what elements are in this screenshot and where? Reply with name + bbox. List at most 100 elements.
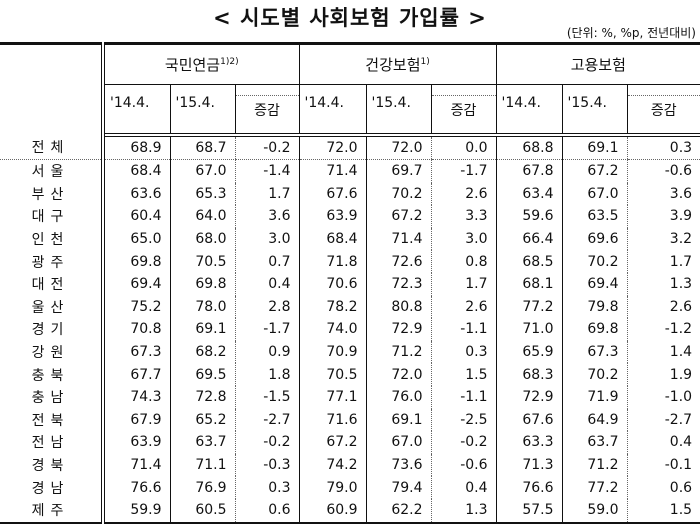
cell-value: 70.9 bbox=[299, 340, 367, 364]
cell-value: 60.4 bbox=[103, 205, 171, 228]
region-label: 전체 bbox=[0, 135, 105, 160]
table-row: 제주 59.9 60.5 0.6 60.9 62.2 1.3 57.5 59.0 1.5 bbox=[0, 498, 700, 524]
cell-value: -0.1 bbox=[626, 453, 700, 477]
cell-value: 68.0 bbox=[195, 231, 227, 248]
table-row: 광주 69.8 70.5 0.7 71.8 72.6 0.8 68.5 70.2 1.7 bbox=[0, 250, 700, 273]
table-row: 전북 67.9 65.2 -2.7 71.6 69.1 -2.5 67.6 64.9 -2.7 bbox=[0, 408, 700, 432]
group-label: 고용보험 bbox=[570, 56, 626, 74]
cell-value: 68.4 bbox=[103, 159, 171, 183]
cell-value: 70.2 bbox=[391, 185, 423, 202]
cell-value: 72.9 bbox=[496, 385, 563, 409]
cell-value: 65.0 bbox=[103, 227, 171, 251]
cell-value: 63.3 bbox=[496, 431, 563, 454]
group-label: 국민연금 bbox=[164, 56, 221, 74]
cell-value: 67.2 bbox=[299, 431, 367, 454]
cell-value: 72.0 bbox=[299, 135, 367, 160]
cell-value: 74.2 bbox=[299, 453, 367, 477]
region-label: 대전 bbox=[0, 272, 105, 296]
cell-value: 70.5 bbox=[195, 253, 227, 270]
cell-value: -1.1 bbox=[430, 385, 497, 409]
cell-value: 3.2 bbox=[626, 227, 700, 251]
page-title: < 시도별 사회보험 가입률 > bbox=[213, 6, 487, 30]
cell-value: 62.2 bbox=[366, 498, 432, 524]
cell-value: 63.4 bbox=[496, 182, 563, 206]
cell-value: 76.6 bbox=[496, 476, 563, 499]
cell-value: -1.0 bbox=[626, 385, 700, 409]
cell-value: 72.6 bbox=[391, 253, 423, 270]
cell-value: 2.6 bbox=[430, 182, 497, 206]
cell-value: 63.6 bbox=[103, 182, 171, 206]
cell-value: 67.9 bbox=[103, 408, 171, 432]
footnote-mark: 1)2) bbox=[220, 57, 239, 67]
cell-value: 79.8 bbox=[587, 298, 619, 315]
subheader-prev: '14.4. bbox=[496, 84, 563, 137]
cell-value: 77.1 bbox=[299, 385, 367, 409]
region-label: 광주 bbox=[0, 250, 105, 273]
cell-value: 71.8 bbox=[299, 250, 367, 273]
cell-value: 69.1 bbox=[391, 411, 423, 428]
table-row: 강원 67.3 68.2 0.9 70.9 71.2 0.3 65.9 67.3 1.4 bbox=[0, 340, 700, 364]
cell-value: 0.6 bbox=[234, 498, 300, 524]
subheader-change: 증감 bbox=[430, 84, 497, 137]
cell-value: 0.3 bbox=[626, 135, 700, 160]
cell-value: 60.9 bbox=[299, 498, 367, 524]
cell-value: 80.8 bbox=[391, 298, 423, 315]
cell-value: 1.7 bbox=[430, 272, 497, 296]
cell-value: 67.3 bbox=[103, 340, 171, 364]
cell-value: 74.3 bbox=[103, 385, 171, 409]
cell-value: 0.3 bbox=[430, 340, 497, 364]
cell-value: 71.4 bbox=[103, 453, 171, 477]
cell-value: 1.7 bbox=[234, 182, 300, 206]
cell-value: 68.1 bbox=[496, 272, 563, 296]
cell-value: 67.0 bbox=[587, 185, 619, 202]
cell-value: 71.2 bbox=[391, 344, 423, 361]
cell-value: 72.3 bbox=[391, 276, 423, 293]
cell-value: 60.5 bbox=[170, 498, 235, 524]
cell-value: 1.5 bbox=[626, 498, 700, 524]
subheader-change: 증감 bbox=[234, 84, 300, 137]
cell-value: 3.0 bbox=[234, 227, 300, 251]
table-row: 충남 74.3 72.8 -1.5 77.1 76.0 -1.1 72.9 71.9 -1.0 bbox=[0, 385, 700, 409]
cell-value: 69.1 bbox=[195, 321, 227, 338]
cell-value: 79.0 bbox=[299, 476, 367, 499]
region-label: 충북 bbox=[0, 363, 105, 386]
cell-value: 71.4 bbox=[391, 231, 423, 248]
cell-value: 70.2 bbox=[587, 253, 619, 270]
cell-value: -1.7 bbox=[234, 318, 300, 341]
group-header-employment: 고용보험 bbox=[496, 42, 700, 85]
cell-value: 69.8 bbox=[587, 321, 619, 338]
cell-value: 67.3 bbox=[587, 344, 619, 361]
group-header-health: 건강보험1) bbox=[299, 42, 497, 85]
cell-value: 0.0 bbox=[430, 135, 497, 160]
table-row: 부산 63.6 65.3 1.7 67.6 70.2 2.6 63.4 67.0 3.6 bbox=[0, 182, 700, 206]
cell-value: -2.5 bbox=[430, 408, 497, 432]
cell-value: 72.0 bbox=[391, 366, 423, 383]
cell-value: 66.4 bbox=[496, 227, 563, 251]
cell-value: 63.5 bbox=[587, 208, 619, 225]
cell-value: 69.4 bbox=[587, 276, 619, 293]
cell-value: 68.2 bbox=[195, 344, 227, 361]
cell-value: 2.6 bbox=[626, 295, 700, 319]
subheader-change: 증감 bbox=[626, 84, 700, 137]
cell-value: 1.3 bbox=[626, 272, 700, 296]
table-row: 경남 76.6 76.9 0.3 79.0 79.4 0.4 76.6 77.2 0.6 bbox=[0, 476, 700, 499]
cell-value: 3.6 bbox=[626, 182, 700, 206]
cell-value: 63.9 bbox=[103, 431, 171, 454]
table-row: 경기 70.8 69.1 -1.7 74.0 72.9 -1.1 71.0 69.8 -1.2 bbox=[0, 318, 700, 341]
group-label: 건강보험 bbox=[365, 56, 421, 74]
cell-value: 71.0 bbox=[496, 318, 563, 341]
cell-value: 64.9 bbox=[587, 411, 619, 428]
cell-value: 70.8 bbox=[103, 318, 171, 341]
cell-value: 68.8 bbox=[496, 135, 563, 160]
cell-value: -2.7 bbox=[234, 408, 300, 432]
cell-value: 67.8 bbox=[496, 159, 563, 183]
cell-value: 72.8 bbox=[195, 389, 227, 406]
cell-value: 74.0 bbox=[299, 318, 367, 341]
region-label: 경남 bbox=[0, 476, 105, 499]
subheader-change-label: 증감 bbox=[431, 95, 496, 122]
cell-value: 69.1 bbox=[562, 135, 628, 160]
cell-value: 71.9 bbox=[587, 389, 619, 406]
cell-value: 68.9 bbox=[103, 135, 171, 160]
cell-value: 0.3 bbox=[234, 476, 300, 499]
insurance-rate-table: 국민연금1)2) 건강보험1) 고용보험 '14.4. '15.4. 증감 '14.4… bbox=[0, 42, 700, 524]
